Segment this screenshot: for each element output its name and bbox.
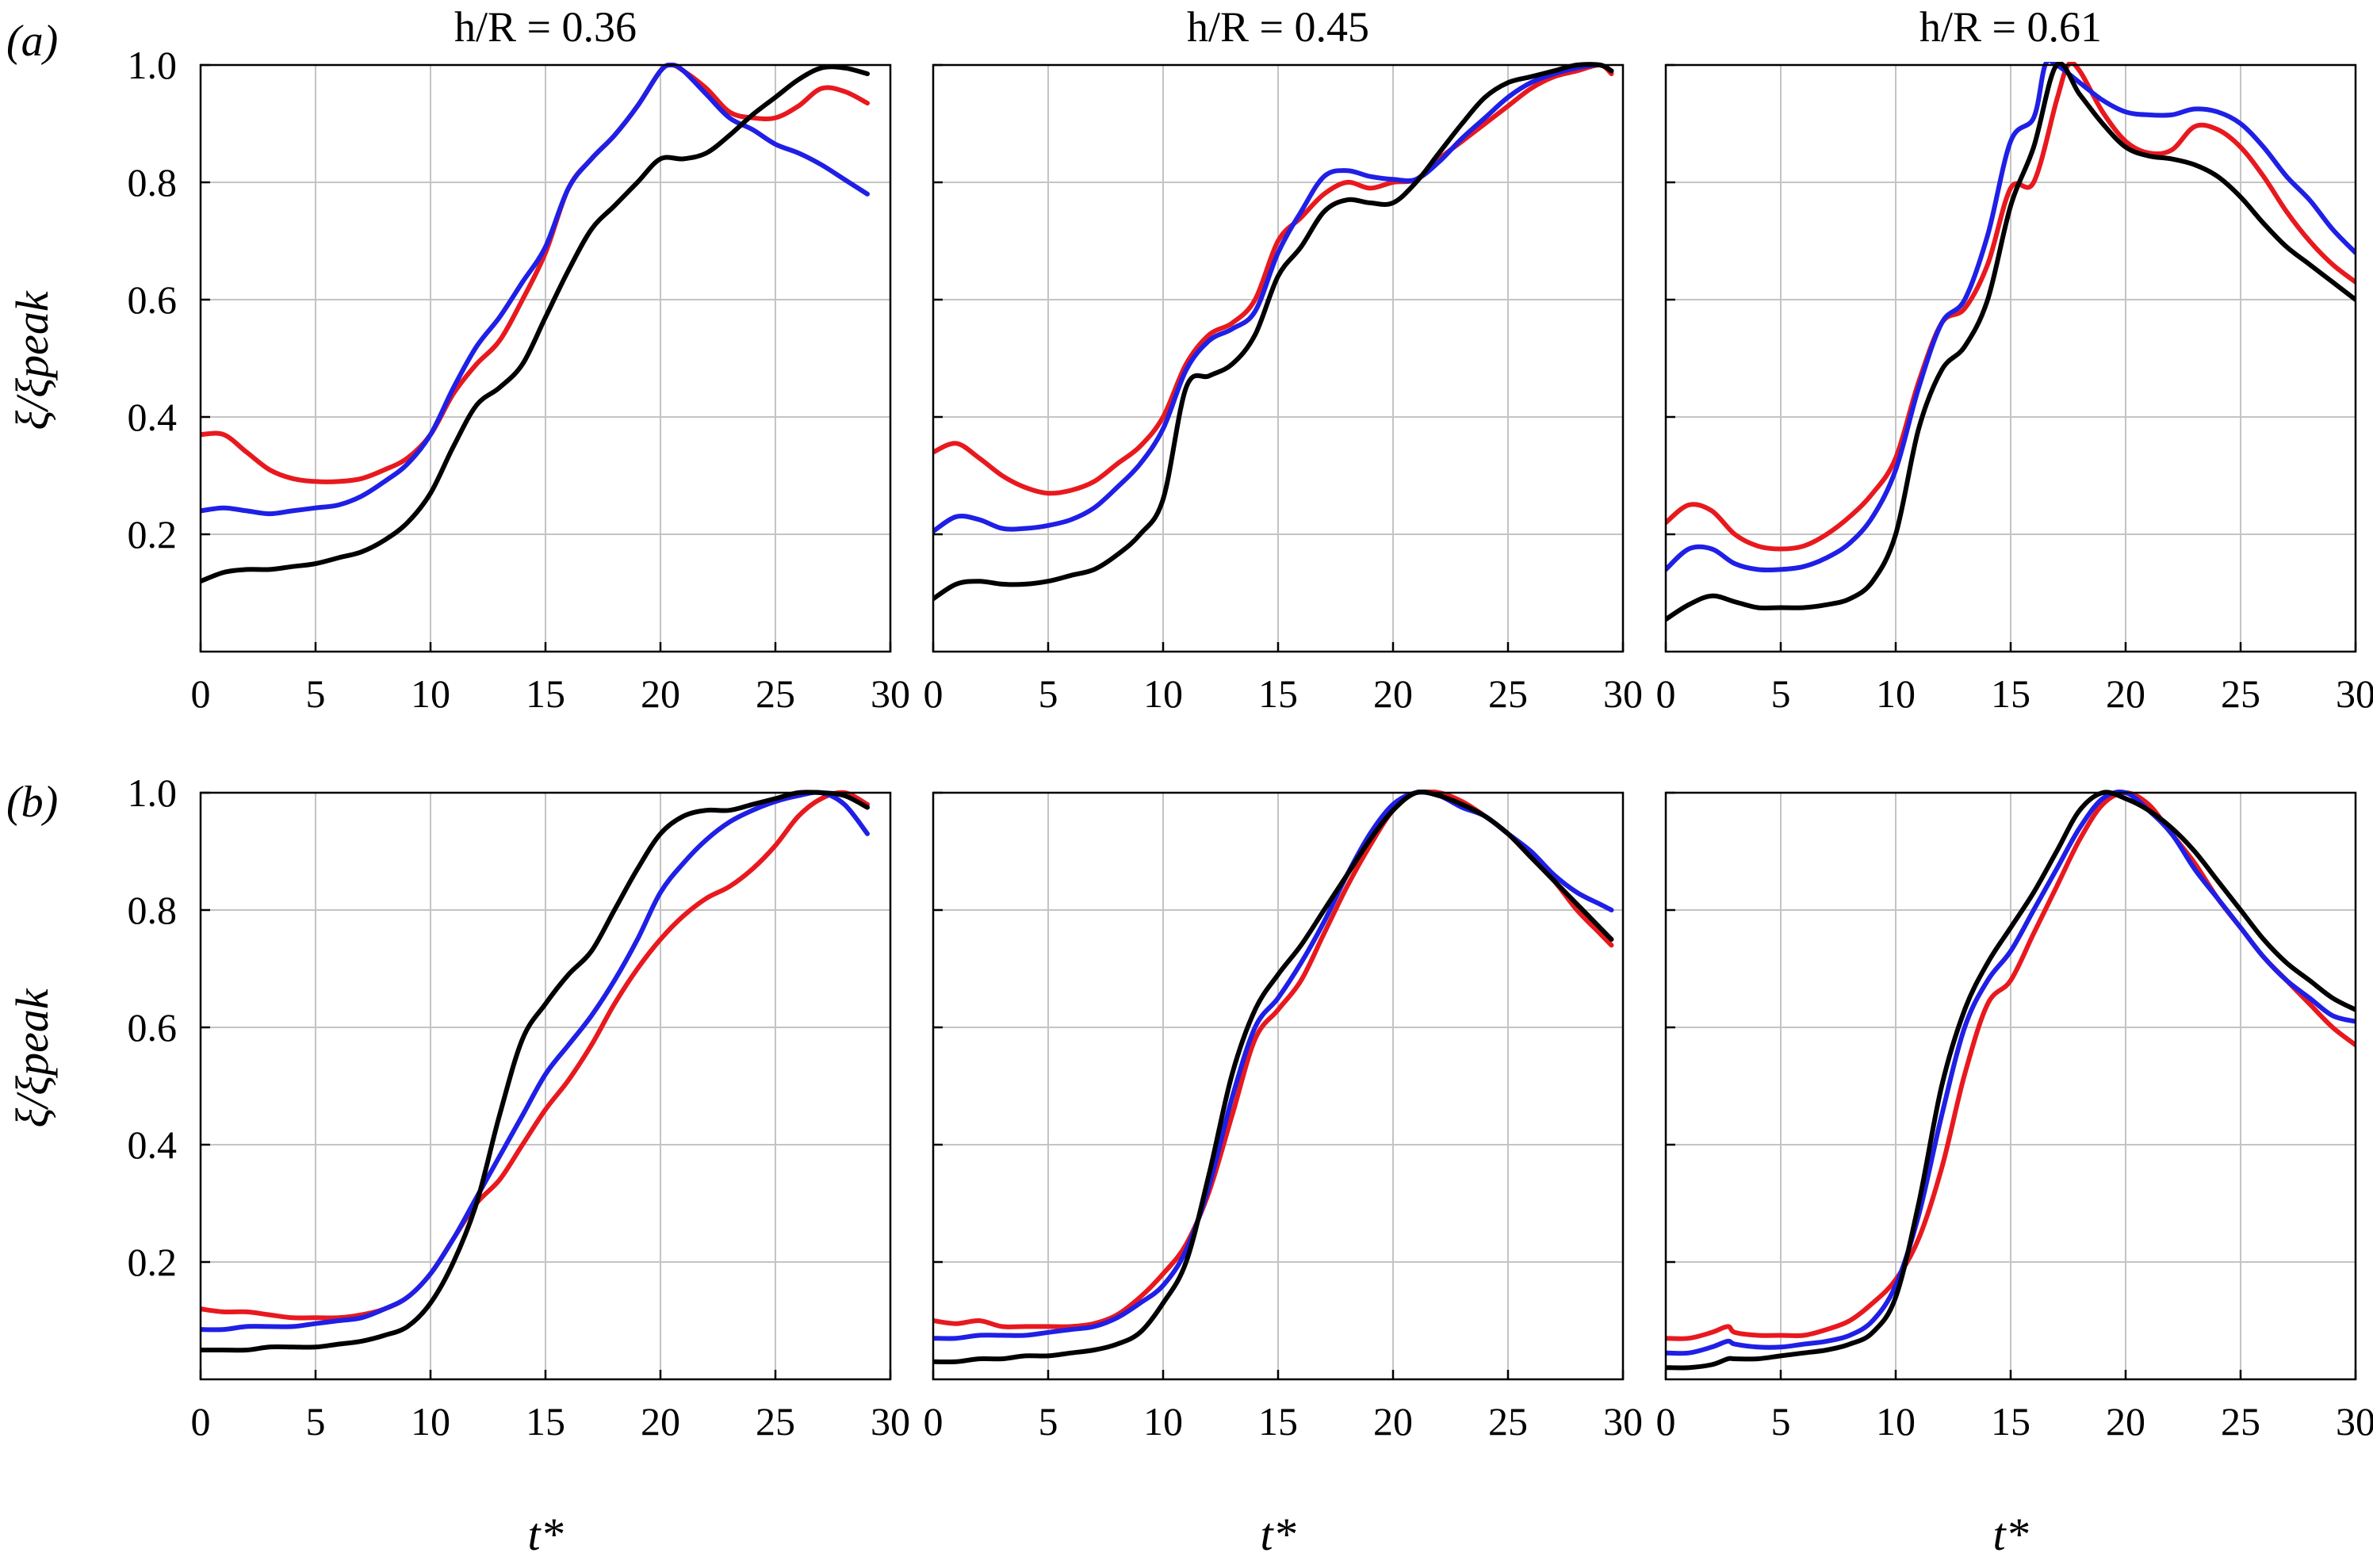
panel-a-1-ytick-label-4: 1.0 <box>128 43 178 87</box>
panel-a-2: 0 5 10 15 20 25 30 <box>924 62 1643 716</box>
panel-b-2-xtick-label-0: 0 <box>924 1399 943 1444</box>
panel-b-1-series-blue <box>201 790 870 1333</box>
panel-a-2-xtick-label-4: 20 <box>1373 671 1413 716</box>
panels: 0 5 10 15 20 25 300.20.40.60.81.00 5 10 15 20 25 30 0… <box>128 43 2373 1444</box>
column-title-2: h/R = 0.45 <box>1187 3 1369 51</box>
panel-a-2-xtick-label-3: 15 <box>1258 671 1298 716</box>
panel-b-2-xtick-label-6: 30 <box>1603 1399 1643 1444</box>
panel-b-3: 0 5 10 15 20 25 30 <box>1656 790 2373 1444</box>
panel-a-1-xtick-label-6: 30 <box>871 671 910 716</box>
panel-a-1-xtick-label-1: 5 <box>306 671 326 716</box>
y-axis-label-row-a: ξ/ξpeak <box>6 290 58 430</box>
panel-a-3: 0 5 10 15 20 25 30 <box>1656 62 2373 716</box>
panel-a-3-series-black <box>1666 62 2356 622</box>
panel-b-3-series-blue <box>1666 790 2356 1356</box>
panel-b-3-xtick-label-3: 15 <box>1991 1399 2030 1444</box>
panel-b-1: 0 5 10 15 20 25 30 0.2 0.4 0.6 0.8 1.0 <box>128 771 911 1444</box>
panel-a-1-series <box>201 62 870 584</box>
panel-b-3-series-black <box>1666 790 2356 1371</box>
panel-b-3-xtick-label-1: 5 <box>1771 1399 1791 1444</box>
panel-a-3-series <box>1666 62 2356 622</box>
panel-b-1-ytick-label-1: 0.4 <box>128 1122 178 1167</box>
x-axis-label-3: t* <box>1992 1509 2028 1560</box>
panel-a-1-series-blue <box>201 62 870 517</box>
panel-a-3-xtick-label-0: 0 <box>1656 671 1676 716</box>
panel-b-2-xtick-label-3: 15 <box>1258 1399 1298 1444</box>
panel-a-3-xtick-label-2: 10 <box>1876 671 1916 716</box>
panel-a-2-xtick-label-0: 0 <box>924 671 943 716</box>
panel-label-b: (b) <box>6 778 58 827</box>
panel-a-3-xtick-label-5: 25 <box>2221 671 2260 716</box>
panel-b-1-xtick-label-2: 10 <box>411 1399 450 1444</box>
panel-b-1-series <box>201 790 870 1353</box>
panel-b-1-xtick-label-6: 30 <box>871 1399 910 1444</box>
panel-b-2-xtick-label-4: 20 <box>1373 1399 1413 1444</box>
panel-b-1-ytick-label-3: 0.8 <box>128 888 178 932</box>
panel-b-3-xtick-label-6: 30 <box>2336 1399 2373 1444</box>
panel-a-1-series-black <box>201 64 870 584</box>
panel-b-1-xtick-label-1: 5 <box>306 1399 326 1444</box>
panel-b-1-xtick-label-0: 0 <box>191 1399 211 1444</box>
panel-a-3-xtick-label-3: 15 <box>1991 671 2030 716</box>
panel-b-1-xtick-label-5: 25 <box>756 1399 795 1444</box>
x-axis-label-2: t* <box>1260 1509 1296 1560</box>
panel-a-3-xtick-label-4: 20 <box>2106 671 2145 716</box>
panel-a-2-series-black <box>933 62 1614 602</box>
panel-a-1-xtick-label-2: 10 <box>411 671 450 716</box>
panel-b-1-series-black <box>201 790 870 1353</box>
panel-a-2-series-red <box>933 62 1614 496</box>
panel-b-2-xtick-label-1: 5 <box>1039 1399 1058 1444</box>
panel-b-3-xtick-label-4: 20 <box>2106 1399 2145 1444</box>
panel-b-1-ytick-label-0: 0.2 <box>128 1240 178 1284</box>
panel-a-2-series-blue <box>933 62 1614 534</box>
panel-a-2-xtick-label-6: 30 <box>1603 671 1643 716</box>
panel-b-2: 0 5 10 15 20 25 30 <box>924 790 1643 1444</box>
panel-a-3-series-blue <box>1666 62 2356 573</box>
panel-b-2-series-black <box>933 790 1614 1365</box>
panel-a-2-xtick-label-5: 25 <box>1488 671 1528 716</box>
panel-b-2-xtick-label-5: 25 <box>1488 1399 1528 1444</box>
panel-b-1-xtick-label-4: 20 <box>641 1399 680 1444</box>
panel-label-a: (a) <box>6 17 58 66</box>
panel-b-3-xtick-label-0: 0 <box>1656 1399 1676 1444</box>
panel-b-2-series <box>933 790 1614 1365</box>
panel-a-1-xtick-label-0: 0 <box>191 671 211 716</box>
y-axis-label-row-b: ξ/ξpeak <box>6 988 58 1128</box>
x-axis-label-1: t* <box>527 1509 563 1560</box>
panel-a-1-ytick-label-0: 0.2 <box>128 512 178 556</box>
panel-a-1-xtick-label-4: 20 <box>641 671 680 716</box>
column-title-1: h/R = 0.36 <box>454 3 637 51</box>
panel-a-1-xtick-label-3: 15 <box>526 671 565 716</box>
column-title-3: h/R = 0.61 <box>1919 3 2102 51</box>
panel-b-1-series-red <box>201 790 870 1321</box>
panel-a-2-xtick-label-1: 5 <box>1039 671 1058 716</box>
panel-a-1-ytick-label-1: 0.4 <box>128 395 178 439</box>
panel-b-1-ytick-label-4: 1.0 <box>128 771 178 815</box>
panel-a-3-xtick-label-6: 30 <box>2336 671 2373 716</box>
panel-a-3-xtick-label-1: 5 <box>1771 671 1791 716</box>
panel-a-2-series <box>933 62 1614 602</box>
panel-a-2-xtick-label-2: 10 <box>1143 671 1183 716</box>
panel-a-1: 0 5 10 15 20 25 30 0.2 0.4 0.6 0.8 1.0 <box>128 43 911 716</box>
panel-a-1-xtick-label-5: 25 <box>756 671 795 716</box>
panel-a-1-ytick-label-2: 0.6 <box>128 277 178 322</box>
panel-b-2-xtick-label-2: 10 <box>1143 1399 1183 1444</box>
panel-b-1-xtick-label-3: 15 <box>526 1399 565 1444</box>
panel-b-1-ytick-label-2: 0.6 <box>128 1005 178 1050</box>
panel-b-3-xtick-label-5: 25 <box>2221 1399 2260 1444</box>
panel-b-3-xtick-label-2: 10 <box>1876 1399 1916 1444</box>
panel-a-1-ytick-label-3: 0.8 <box>128 160 178 205</box>
panel-b-3-series <box>1666 790 2356 1371</box>
